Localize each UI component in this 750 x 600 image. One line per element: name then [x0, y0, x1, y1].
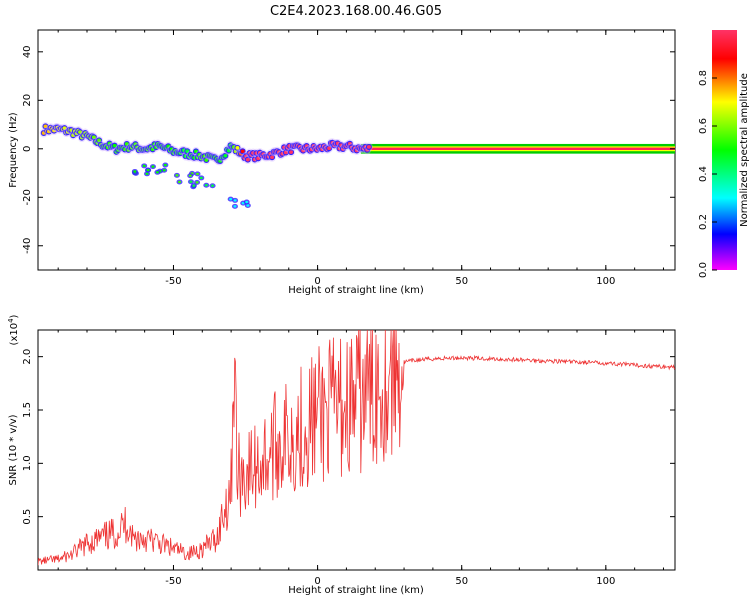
snr-ylabel: SNR (10 * v/v)	[8, 414, 19, 485]
spectrum-core	[78, 130, 83, 134]
snr-ytick-label: 1.5	[22, 402, 33, 418]
spectrum-core	[270, 155, 275, 160]
snr-series-line	[38, 330, 675, 566]
snr-xlabel: Height of straight line (km)	[288, 585, 424, 596]
colorbar-tick-label: 0.2	[698, 214, 709, 230]
spectrum-core	[112, 143, 117, 148]
spectrum-core	[256, 156, 261, 161]
scatter-cluster-core	[189, 180, 193, 183]
scatter-cluster-core	[195, 172, 199, 176]
scatter-cluster-core	[146, 168, 150, 172]
snr-xtick-label: 50	[455, 576, 468, 587]
spectrum-core	[166, 144, 171, 149]
spectrogram-ytick-label: 0	[22, 146, 33, 152]
scatter-cluster-core	[162, 169, 166, 172]
spectrogram-ytick-label: -40	[22, 238, 33, 254]
spectrogram-xtick-label: -50	[165, 276, 181, 287]
spectrum-core	[193, 149, 198, 154]
spectrum-core	[91, 135, 96, 139]
colorbar-label: Normalized spectral amplitude	[739, 73, 750, 227]
spectrogram-ytick-label: 40	[22, 45, 33, 58]
scatter-cluster-core	[245, 200, 249, 204]
snr-ytick-label: 0.5	[22, 509, 33, 525]
snr-xtick-label: 0	[314, 576, 320, 587]
figure-title: C2E4.2023.168.00.46.G05	[270, 4, 442, 19]
snr-xtick-label: 100	[596, 576, 615, 587]
spectrum-core	[235, 146, 240, 150]
colorbar-tick-label: 0.6	[698, 118, 709, 134]
spectrogram-xtick-label: 0	[314, 276, 320, 287]
spectrogram-ticks: -50 0 50 100 40 20 0 -20 -40	[22, 30, 675, 287]
scatter-cluster-core	[151, 165, 155, 168]
scatter-cluster-core	[192, 184, 196, 187]
spectrogram-ytick-label: -20	[22, 189, 33, 205]
spectrum-core	[289, 150, 294, 154]
spectrum-core	[366, 145, 371, 149]
scatter-cluster-core	[163, 163, 167, 167]
spectrum-core	[185, 149, 190, 154]
spectrum-core	[223, 154, 228, 158]
spectrum-core	[226, 148, 231, 153]
snr-xtick-label: -50	[165, 576, 181, 587]
colorbar-tick-label: 0.0	[698, 262, 709, 278]
spectrum-core	[245, 157, 250, 162]
scatter-cluster-core	[211, 184, 215, 187]
colorbar-gradient	[712, 30, 737, 270]
spectrogram-xlabel: Height of straight line (km)	[288, 285, 424, 296]
spectrum-core	[97, 138, 102, 143]
spectrum-core	[204, 158, 209, 162]
spectrogram-image	[39, 121, 675, 209]
scatter-cluster-core	[233, 205, 237, 208]
colorbar: 0.0 0.2 0.4 0.6 0.8 Normalized spectral ampl…	[698, 30, 750, 278]
scatter-cluster-core	[142, 164, 146, 168]
spectrogram-panel: -50 0 50 100 40 20 0 -20 -40 Frequency (Hz) Heig…	[8, 29, 676, 296]
snr-ytick-label: 1.0	[22, 455, 33, 471]
scatter-cluster-core	[133, 170, 137, 173]
scatter-cluster-core	[155, 171, 159, 174]
snr-ticks: -50 0 50 100 0.5 1.0 1.5 2.0	[22, 330, 675, 587]
spectrum-core	[124, 142, 129, 146]
scatter-cluster-core	[229, 197, 233, 201]
spectrum-core	[283, 150, 288, 155]
colorbar-tick-label: 0.8	[698, 70, 709, 86]
colorbar-tick-label: 0.4	[698, 166, 709, 182]
scatter-cluster-core	[204, 184, 208, 187]
scatter-cluster-core	[199, 176, 203, 180]
spectrum-core	[62, 126, 67, 130]
scatter-cluster-core	[175, 174, 179, 177]
scatter-cluster-core	[233, 199, 237, 202]
tone-band-core	[360, 147, 675, 150]
scatter-cluster-core	[195, 181, 199, 184]
snr-panel: -50 0 50 100 0.5 1.0 1.5 2.0 SNR (10 * v/v) (x1…	[7, 314, 676, 596]
spectrum-core	[43, 124, 48, 129]
scatter-cluster-core	[177, 180, 181, 184]
snr-ytick-label: 2.0	[22, 349, 33, 365]
spectrum-core	[240, 149, 245, 154]
snr-multiplier: (x104)	[7, 314, 20, 345]
spectrogram-xtick-label: 100	[596, 276, 615, 287]
spectrogram-xtick-label: 50	[455, 276, 468, 287]
scatter-cluster-core	[188, 174, 192, 177]
spectrum-core	[327, 146, 332, 151]
spectrogram-ylabel: Frequency (Hz)	[8, 112, 19, 188]
scatter-cluster-core	[145, 172, 149, 176]
spectrogram-ytick-label: 20	[22, 94, 33, 107]
scatter-cluster-core	[246, 204, 250, 207]
colorbar-ticks: 0.0 0.2 0.4 0.6 0.8	[698, 70, 717, 278]
